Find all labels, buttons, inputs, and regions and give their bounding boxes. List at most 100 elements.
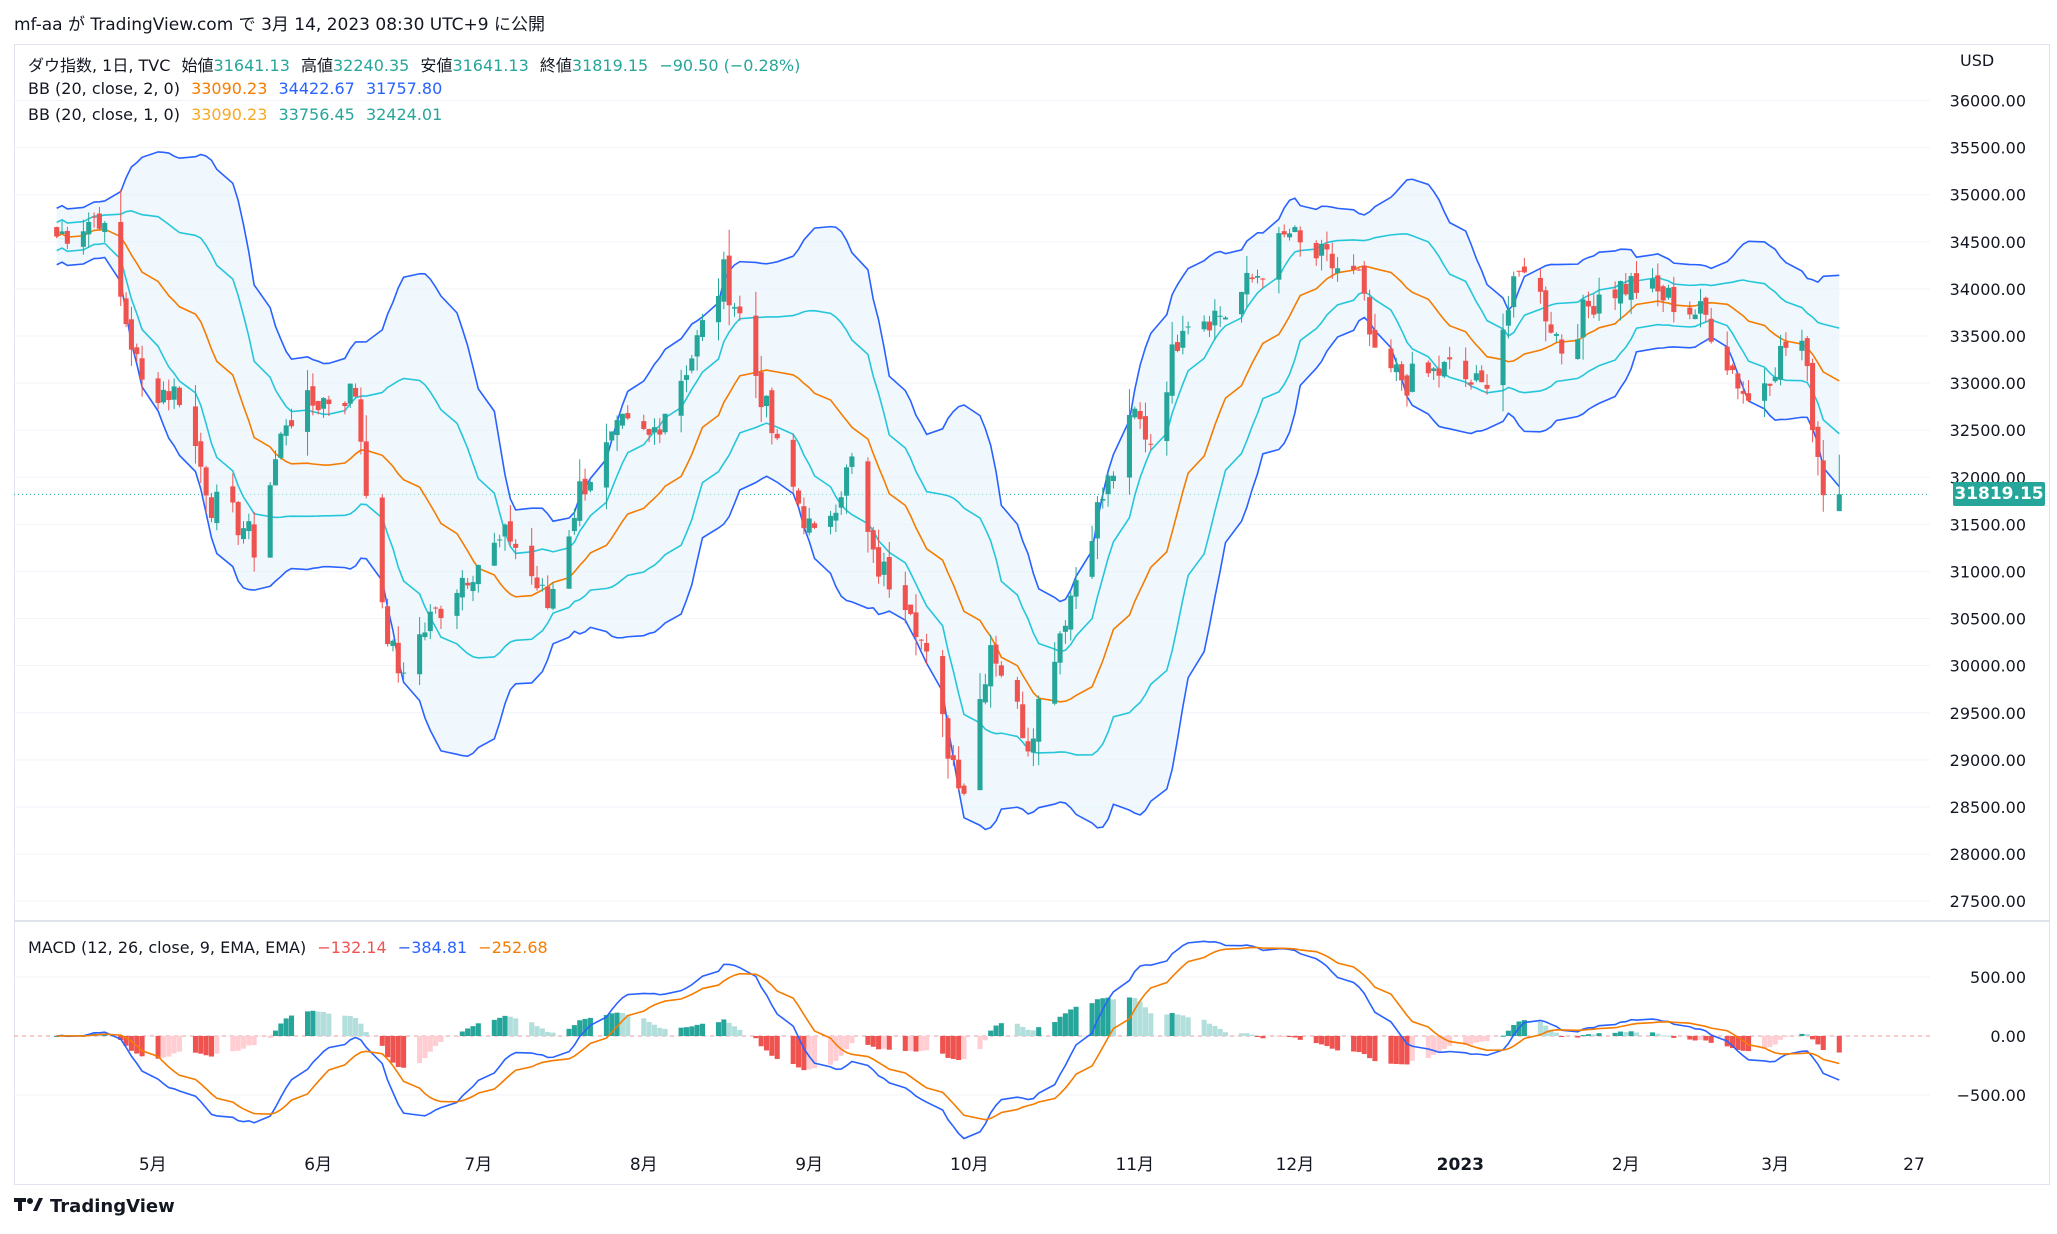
candle-body xyxy=(134,347,140,355)
macd-histogram-bar xyxy=(870,1036,876,1047)
candle-body xyxy=(790,439,796,487)
candle-body xyxy=(1617,281,1623,304)
macd-histogram-bar xyxy=(1596,1033,1602,1036)
macd-histogram-bar xyxy=(1319,1036,1325,1045)
candle-body xyxy=(1836,494,1842,512)
macd-histogram-bar xyxy=(657,1027,663,1036)
macd-histogram-bar xyxy=(358,1023,364,1036)
candle-body xyxy=(64,230,70,244)
candle-body xyxy=(924,642,930,652)
macd-histogram-bar xyxy=(203,1036,209,1056)
candle-body xyxy=(1335,268,1341,274)
candle-body xyxy=(683,375,690,380)
candle-body xyxy=(1372,329,1378,348)
candle-body xyxy=(1052,661,1058,704)
macd-histogram-bar xyxy=(1132,997,1138,1036)
macd-histogram-bar xyxy=(310,1010,316,1036)
candle-body xyxy=(1799,340,1805,351)
candle-body xyxy=(566,536,572,589)
macd-histogram-bar xyxy=(1062,1013,1068,1036)
candles xyxy=(54,189,1842,796)
price-tick-label: 30000.00 xyxy=(1950,657,2026,676)
tv-logo-icon xyxy=(14,1196,44,1217)
price-tick-label: 32500.00 xyxy=(1950,421,2026,440)
macd-histogram-bar xyxy=(641,1018,647,1036)
candle-body xyxy=(1356,269,1362,271)
candle-body xyxy=(1409,363,1415,392)
candle-body xyxy=(395,642,401,674)
candle-body xyxy=(491,542,497,566)
candle-body xyxy=(753,315,759,376)
macd-label: MACD (12, 26, close, 9, EMA, EMA) xyxy=(28,938,307,957)
candle-body xyxy=(155,378,161,403)
candle-body xyxy=(918,639,924,641)
candle-body xyxy=(1660,286,1666,301)
macd-histogram-bar xyxy=(1703,1036,1709,1041)
tradingview-logo[interactable]: TradingView xyxy=(14,1196,175,1217)
candle-body xyxy=(534,577,540,589)
candle-body xyxy=(1105,475,1111,495)
macd-histogram-bar xyxy=(961,1036,967,1060)
time-tick-label: 10月 xyxy=(950,1155,989,1175)
macd-histogram-bar xyxy=(1169,1013,1175,1036)
candle-body xyxy=(507,521,513,542)
bollinger-lines xyxy=(56,151,1840,831)
candle-body xyxy=(1479,370,1485,383)
macd-histogram-bar xyxy=(1484,1036,1490,1042)
macd-histogram-bar xyxy=(363,1032,369,1036)
macd-histogram-bar xyxy=(651,1024,657,1036)
macd-histogram-bar xyxy=(288,1015,295,1036)
macd-histogram-bar xyxy=(1142,1007,1148,1036)
macd-histogram-bar xyxy=(529,1022,535,1036)
candle-body xyxy=(993,644,999,664)
candle-body xyxy=(176,387,182,406)
macd-histogram-bar xyxy=(534,1026,540,1036)
macd-histogram-bar xyxy=(1105,997,1111,1036)
candle-body xyxy=(192,406,198,447)
bb-basis-line xyxy=(56,228,1840,703)
candle-body xyxy=(475,565,481,585)
macd-histogram-bar xyxy=(1238,1033,1245,1036)
macd-signal-value: −252.68 xyxy=(478,938,548,957)
macd-histogram-bar xyxy=(683,1027,690,1036)
macd-histogram-bar xyxy=(1313,1036,1319,1044)
macd-histogram-bar xyxy=(347,1015,353,1036)
macd-histogram-bar xyxy=(278,1023,284,1036)
macd-histogram-bar xyxy=(940,1036,946,1054)
time-tick-label: 11月 xyxy=(1115,1155,1154,1175)
bb1-upper: 33756.45 xyxy=(278,105,355,124)
macd-histogram-bar xyxy=(379,1036,385,1046)
candle-body xyxy=(625,413,631,419)
macd-histogram-bar xyxy=(192,1036,198,1053)
candle-body xyxy=(1548,324,1554,333)
candle-body xyxy=(342,402,348,407)
macd-histogram-bar xyxy=(1020,1026,1026,1036)
candle-body xyxy=(603,442,609,488)
macd-histogram-bar xyxy=(470,1026,476,1036)
candle-body xyxy=(1553,333,1559,336)
macd-histogram-bar xyxy=(715,1022,722,1036)
bb2-basis: 33090.23 xyxy=(191,79,268,98)
macd-pane xyxy=(54,940,1842,1140)
macd-histogram-bar xyxy=(417,1036,423,1064)
macd-histogram-bar xyxy=(1820,1036,1826,1051)
candle-body xyxy=(1185,326,1191,328)
candle-body xyxy=(662,413,668,433)
macd-histogram-bar xyxy=(881,1036,887,1049)
candle-body xyxy=(310,386,316,406)
macd-histogram-bar xyxy=(1276,1036,1282,1037)
candle-body xyxy=(812,523,818,528)
macd-histogram-bar xyxy=(828,1036,834,1065)
macd-histogram-bar xyxy=(545,1031,551,1036)
candle-body xyxy=(950,755,956,761)
candle-body xyxy=(577,481,583,521)
candle-body xyxy=(1030,738,1036,753)
macd-histogram-bar xyxy=(1372,1036,1378,1062)
candle-body xyxy=(246,521,252,532)
candle-body xyxy=(465,582,471,586)
macd-histogram-bar xyxy=(475,1023,481,1036)
macd-histogram-bar xyxy=(1612,1032,1618,1036)
macd-histogram-bar xyxy=(977,1036,983,1050)
macd-histogram-bar xyxy=(1148,1013,1154,1036)
